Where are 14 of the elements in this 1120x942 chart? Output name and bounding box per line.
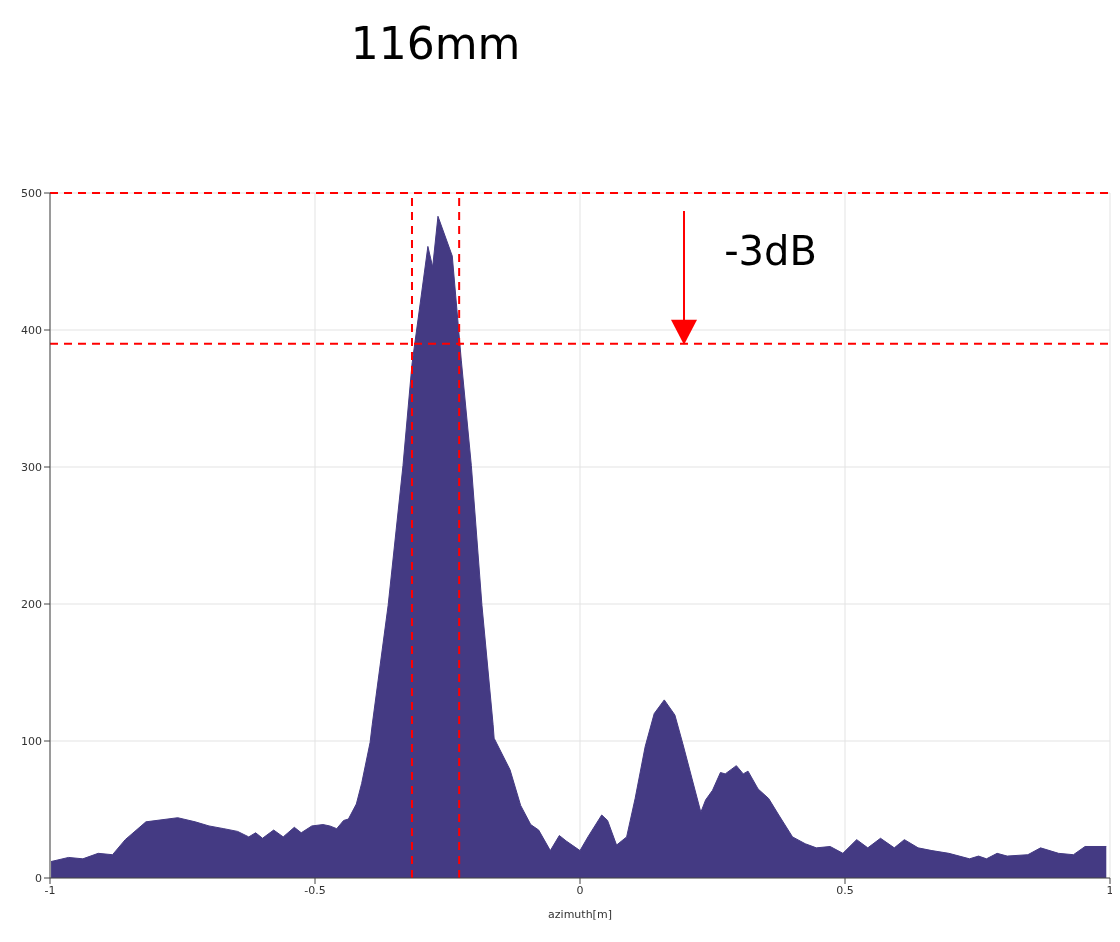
x-axis-title: azimuth[m] [548,908,612,921]
x-tick-label: 0 [576,883,584,897]
y-tick-label: 400 [21,323,42,337]
y-tick-label: 200 [21,597,42,611]
y-tick-label: 300 [21,460,42,474]
text: 116mm [349,18,522,69]
y-tick-label: 0 [35,871,42,885]
annotation: -3dB [724,228,817,275]
x-tick-label: -0.5 [304,883,326,897]
x-tick-label: 1 [1106,883,1114,897]
x-tick-label: 0.5 [836,883,854,897]
y-tick-label: 100 [21,734,42,748]
y-tick-label: 500 [21,186,42,200]
x-tick-label: -1 [44,883,56,897]
